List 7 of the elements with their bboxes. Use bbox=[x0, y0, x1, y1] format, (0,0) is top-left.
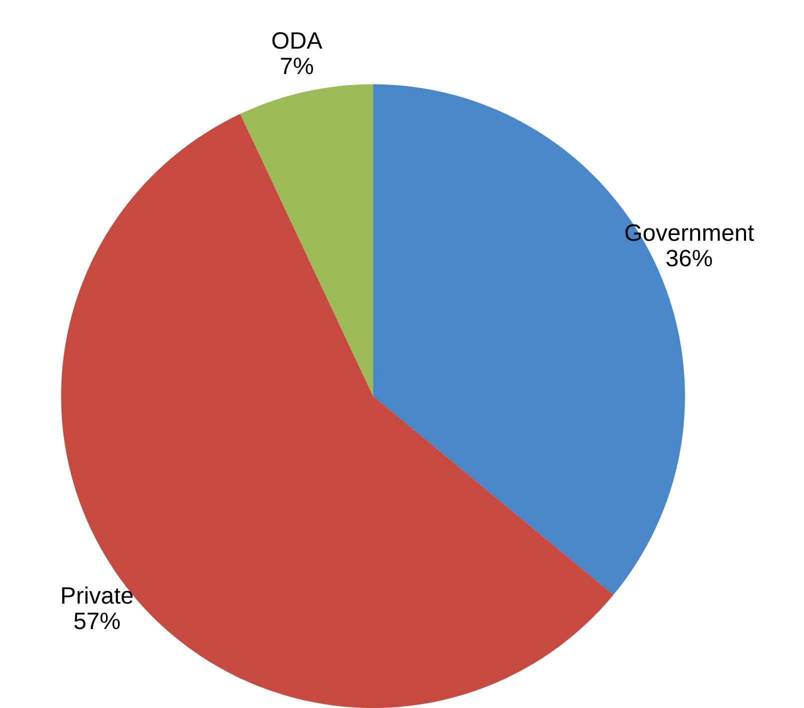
slice-label: ODA bbox=[272, 32, 322, 49]
pie-slice bbox=[240, 84, 374, 396]
slice-label: Private bbox=[62, 586, 133, 604]
data-label: 36% bbox=[666, 250, 712, 266]
data-label: 57% bbox=[74, 612, 120, 630]
data-label: 7% bbox=[280, 58, 314, 74]
pie-slice bbox=[61, 114, 614, 708]
